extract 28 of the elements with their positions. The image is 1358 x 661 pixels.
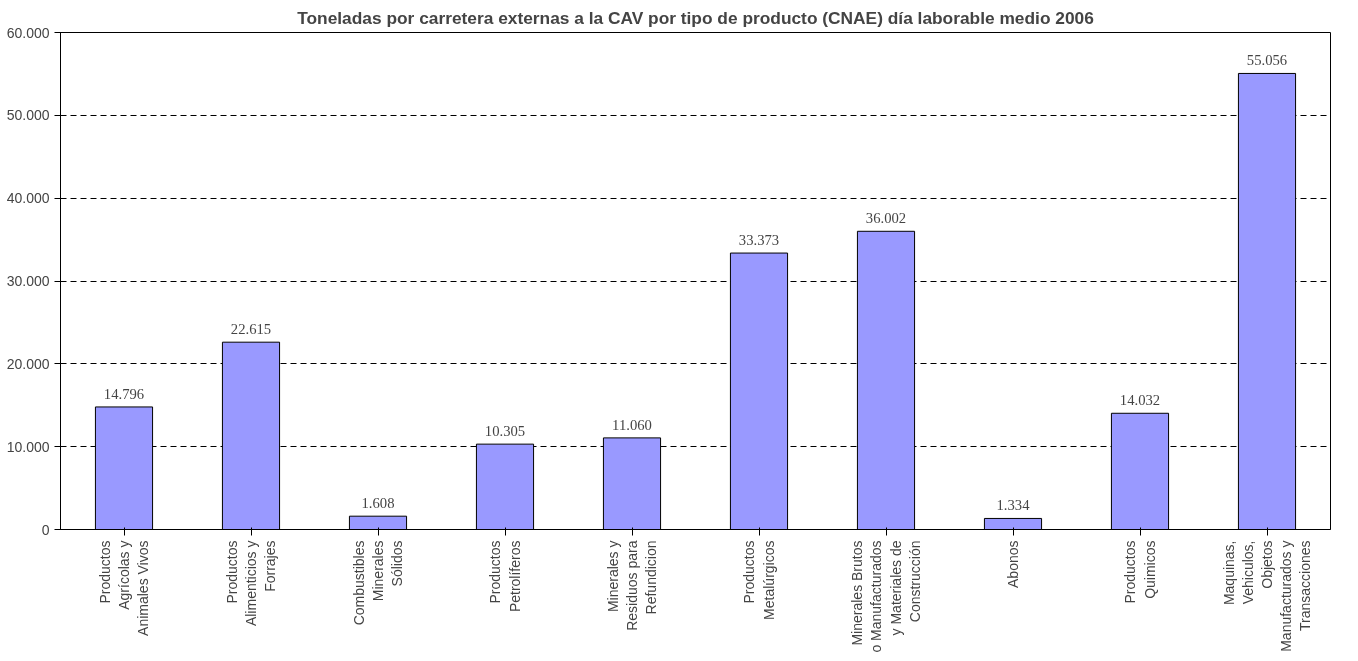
x-tick-label: Productos Agrícolas y Animales Vivos bbox=[96, 540, 152, 636]
x-tick-label: Combustibles Minerales Sólidos bbox=[350, 540, 406, 626]
y-tick-label: 50.000 bbox=[6, 107, 50, 124]
data-label: 11.060 bbox=[612, 416, 652, 433]
x-tick-label: Productos Metalúrgicos bbox=[741, 540, 777, 620]
y-tick-label: 40.000 bbox=[6, 190, 50, 207]
x-tick-label: Productos Petrolíferos bbox=[487, 540, 523, 613]
x-tick-label: Minerales Brutos o Manufacturados y Materiales de Construcción bbox=[849, 540, 923, 653]
x-tick-label: Abonos bbox=[1005, 540, 1021, 588]
data-label: 14.796 bbox=[103, 385, 145, 402]
data-label: 1.608 bbox=[361, 495, 395, 512]
y-tick-label: 10.000 bbox=[6, 438, 50, 455]
x-tick-label: Maquinas, Vehiculos, Objetos Manufacturados y Transacciones bbox=[1220, 540, 1314, 652]
data-label: 22.615 bbox=[230, 321, 272, 338]
data-label: 10.305 bbox=[484, 423, 526, 440]
x-tick-label: Productos Quimicos bbox=[1122, 540, 1158, 604]
data-label: 1.334 bbox=[996, 497, 1031, 514]
data-label: 36.002 bbox=[865, 210, 907, 227]
x-tick-label: Productos Alimenticios y Forrajes bbox=[223, 540, 279, 627]
y-tick-label: 20.000 bbox=[6, 355, 50, 372]
data-label: 55.056 bbox=[1246, 52, 1288, 69]
x-tick-label: Minerales y Residuos para Refundicion bbox=[604, 540, 660, 631]
y-tick-label: 60.000 bbox=[6, 24, 50, 41]
data-label: 14.032 bbox=[1119, 392, 1161, 409]
y-tick-label: 0 bbox=[41, 521, 50, 538]
chart-title: Toneladas por carretera externas a la CAV por tipo de producto (CNAE) día laborable medio 2006 bbox=[297, 7, 1095, 28]
data-label: 33.373 bbox=[738, 232, 780, 249]
y-tick-label: 30.000 bbox=[6, 273, 50, 289]
